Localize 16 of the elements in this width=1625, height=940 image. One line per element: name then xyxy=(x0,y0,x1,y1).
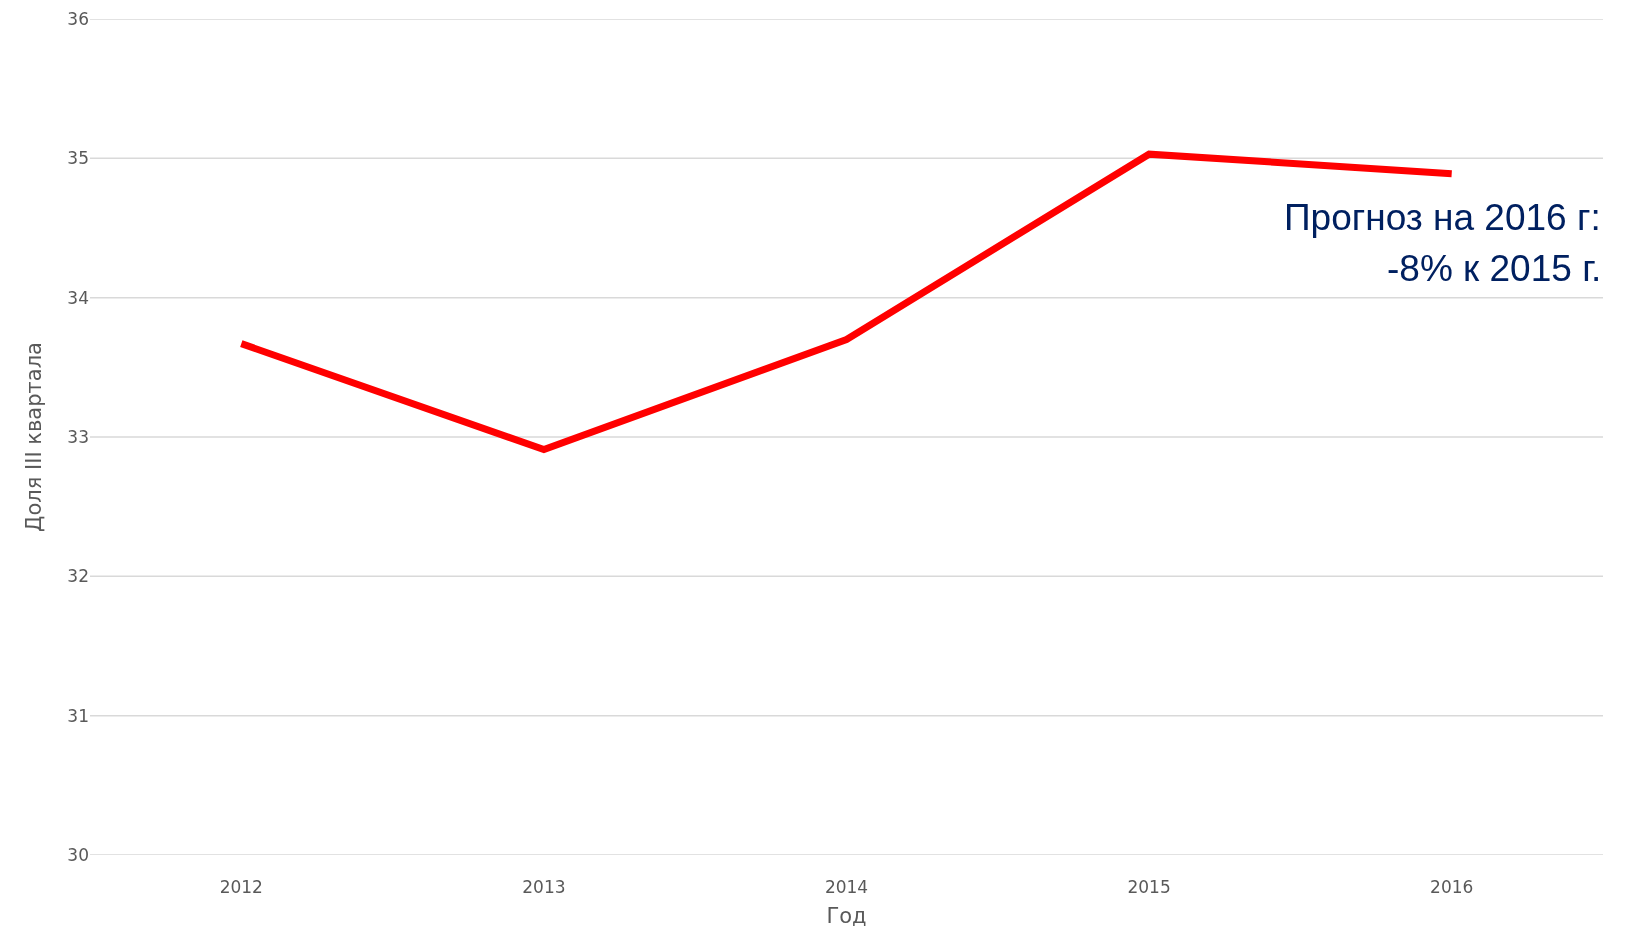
y-tick-label: 33 xyxy=(67,426,89,447)
y-tick-label: 34 xyxy=(67,287,89,308)
x-tick-label: 2014 xyxy=(824,877,869,897)
x-axis-title: Год xyxy=(826,904,867,929)
x-tick-label: 2016 xyxy=(1430,877,1474,897)
y-tick-label: 32 xyxy=(67,566,89,587)
x-tick-label: 2012 xyxy=(219,877,263,897)
x-tick-label: 2015 xyxy=(1127,877,1171,897)
y-tick-label: 31 xyxy=(67,705,89,726)
x-tick-label: 2013 xyxy=(522,877,566,897)
y-axis-title: Доля III квартала xyxy=(21,342,46,532)
y-tick-label: 36 xyxy=(67,8,89,29)
y-tick-label: 30 xyxy=(67,844,89,865)
annotation: -8% к 2015 г. xyxy=(1387,248,1602,289)
y-tick-label: 35 xyxy=(67,148,89,169)
annotation: Прогноз на 2016 г: xyxy=(1284,197,1601,238)
